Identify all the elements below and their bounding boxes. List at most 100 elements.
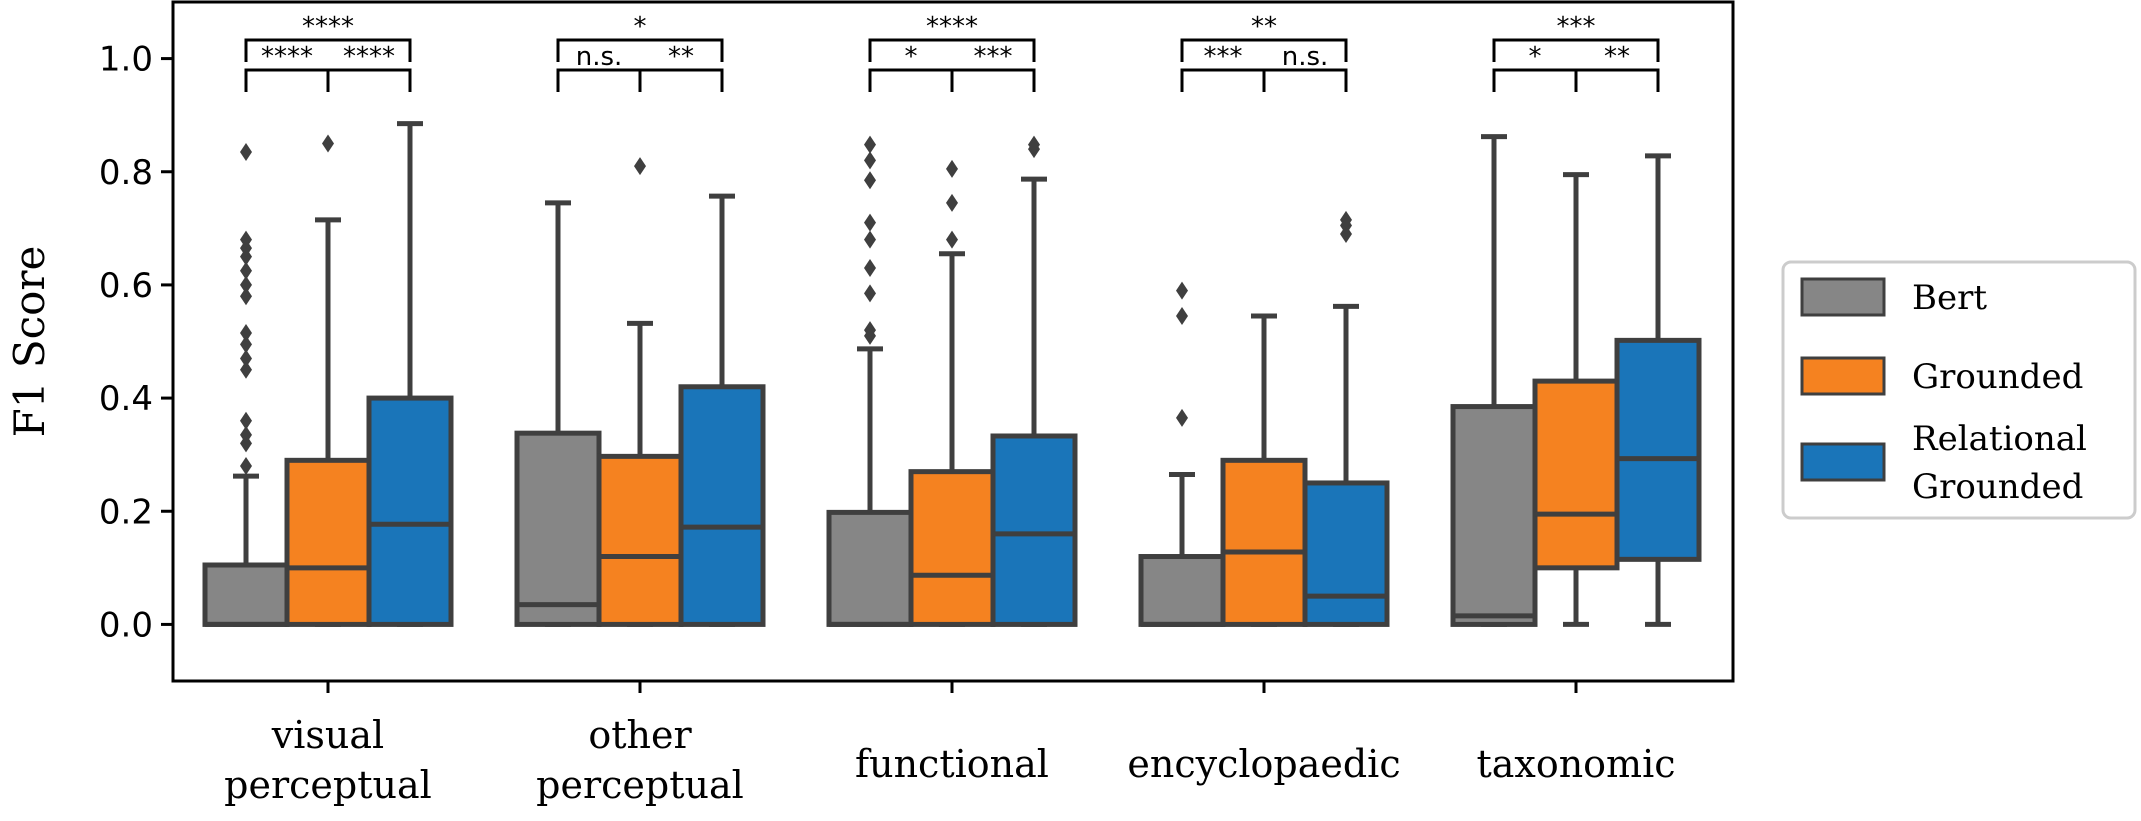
box-relational-grounded-3 bbox=[1302, 210, 1390, 627]
outlier-point bbox=[240, 324, 252, 343]
iqr-box bbox=[678, 384, 766, 627]
legend-swatch bbox=[1800, 277, 1886, 317]
x-category-label: visual perceptual bbox=[224, 713, 432, 807]
box-relational-grounded-2 bbox=[990, 135, 1078, 627]
significance-label: n.s. bbox=[576, 42, 623, 72]
bracket-line bbox=[244, 38, 412, 62]
outlier-point bbox=[864, 213, 876, 232]
significance-bracket: ** bbox=[638, 42, 724, 92]
legend-label: Bert bbox=[1912, 278, 1987, 318]
x-category-label: other perceptual bbox=[536, 713, 744, 807]
outlier-point bbox=[240, 425, 252, 444]
outlier-point bbox=[240, 456, 252, 475]
iqr-box bbox=[596, 453, 684, 627]
y-tick-label: 0.6 bbox=[99, 266, 153, 306]
y-tick-label: 0.2 bbox=[99, 492, 153, 532]
plot-area bbox=[202, 121, 1702, 627]
outlier-point bbox=[946, 159, 958, 178]
outlier-point bbox=[634, 157, 646, 176]
iqr-box bbox=[1532, 378, 1620, 571]
significance-label: *** bbox=[1557, 12, 1596, 42]
iqr-box bbox=[908, 469, 996, 627]
y-tick-label: 0.4 bbox=[99, 379, 153, 419]
legend-entry: Relational Grounded bbox=[1800, 419, 2087, 507]
outlier-point bbox=[1340, 210, 1352, 229]
legend-label: Relational Grounded bbox=[1912, 419, 2087, 507]
iqr-box bbox=[1302, 480, 1390, 627]
bracket-line bbox=[1262, 68, 1348, 92]
outlier-point bbox=[864, 258, 876, 277]
box-bert-1 bbox=[514, 200, 602, 627]
bracket-line bbox=[326, 68, 412, 92]
iqr-box bbox=[202, 562, 290, 627]
box-bert-4 bbox=[1450, 134, 1538, 627]
outlier-point bbox=[1176, 307, 1188, 326]
significance-bracket: **** bbox=[244, 12, 412, 62]
box-bert-0 bbox=[202, 142, 290, 627]
box-relational-grounded-4 bbox=[1614, 153, 1702, 627]
y-tick-label: 1.0 bbox=[99, 40, 153, 80]
box-grounded-2 bbox=[908, 159, 996, 627]
x-category-label: taxonomic bbox=[1476, 742, 1675, 786]
bracket-line bbox=[1180, 38, 1348, 62]
x-category-label: functional bbox=[855, 742, 1049, 786]
outlier-point bbox=[240, 230, 252, 249]
y-tick-label: 0.8 bbox=[99, 153, 153, 193]
bracket-line bbox=[556, 38, 724, 62]
outlier-point bbox=[1176, 408, 1188, 427]
outlier-point bbox=[1176, 281, 1188, 300]
significance-label: * bbox=[905, 42, 918, 72]
significance-label: *** bbox=[974, 42, 1013, 72]
box-relational-grounded-1 bbox=[678, 193, 766, 627]
y-axis-title: F1 Score bbox=[5, 246, 54, 438]
outlier-point bbox=[946, 230, 958, 249]
significance-label: **** bbox=[302, 12, 354, 42]
outlier-point bbox=[240, 411, 252, 430]
bracket-line bbox=[868, 38, 1036, 62]
legend-swatch bbox=[1800, 442, 1886, 482]
iqr-box bbox=[514, 430, 602, 627]
box-grounded-3 bbox=[1220, 313, 1308, 627]
outlier-point bbox=[1028, 135, 1040, 154]
significance-label: * bbox=[1529, 42, 1542, 72]
legend-label: Grounded bbox=[1912, 357, 2083, 397]
outlier-point bbox=[240, 349, 252, 368]
significance-bracket: *** bbox=[1492, 12, 1660, 62]
outlier-point bbox=[864, 151, 876, 170]
box-relational-grounded-0 bbox=[366, 121, 454, 627]
iqr-box bbox=[284, 457, 372, 627]
iqr-box bbox=[826, 509, 914, 627]
significance-annotations: ******** *****n.s. ******* ******** n.s.****… bbox=[244, 12, 1660, 92]
outlier-point bbox=[864, 171, 876, 190]
bracket-line bbox=[638, 68, 724, 92]
outlier-point bbox=[240, 275, 252, 294]
bracket-line bbox=[950, 68, 1036, 92]
significance-label: **** bbox=[261, 42, 313, 72]
significance-bracket: *** bbox=[950, 42, 1036, 92]
significance-bracket: * bbox=[556, 12, 724, 62]
significance-bracket: ** bbox=[1574, 42, 1660, 92]
axes: 0.0 0.2 0.4 0.6 0.8 1.0 F1 Score visual perceptu… bbox=[5, 0, 1735, 807]
outlier-point bbox=[864, 230, 876, 249]
significance-bracket: **** bbox=[868, 12, 1036, 62]
iqr-box bbox=[1614, 337, 1702, 562]
outlier-point bbox=[240, 287, 252, 306]
iqr-box bbox=[366, 395, 454, 627]
significance-label: ** bbox=[668, 42, 694, 72]
significance-label: * bbox=[634, 12, 647, 42]
significance-label: n.s. bbox=[1282, 42, 1329, 72]
significance-label: ** bbox=[1604, 42, 1630, 72]
outlier-point bbox=[864, 284, 876, 303]
legend-swatch bbox=[1800, 356, 1886, 396]
bracket-line bbox=[1574, 68, 1660, 92]
outlier-point bbox=[240, 335, 252, 354]
outlier-point bbox=[240, 261, 252, 280]
bracket-line bbox=[1492, 38, 1660, 62]
legend-entry: Grounded bbox=[1800, 356, 2083, 397]
outlier-point bbox=[946, 193, 958, 212]
significance-label: **** bbox=[926, 12, 978, 42]
iqr-box bbox=[1220, 457, 1308, 627]
box-grounded-1 bbox=[596, 157, 684, 627]
significance-bracket: n.s. bbox=[1262, 42, 1348, 92]
outlier-point bbox=[864, 135, 876, 154]
